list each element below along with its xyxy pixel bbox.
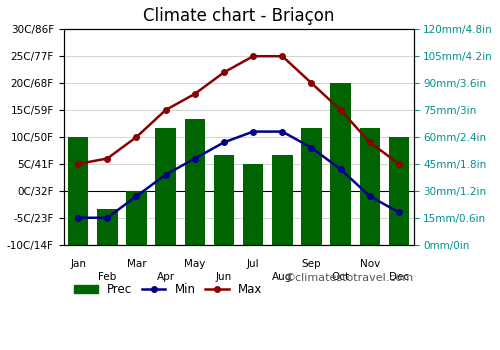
Legend: Prec, Min, Max: Prec, Min, Max — [70, 279, 268, 301]
Bar — [97, 209, 117, 245]
Text: Mar: Mar — [126, 259, 146, 268]
Text: ©climatestotravel.com: ©climatestotravel.com — [284, 273, 414, 283]
Text: Dec: Dec — [389, 272, 409, 282]
Text: Apr: Apr — [156, 272, 174, 282]
Bar — [156, 128, 176, 245]
Title: Climate chart - Briaçon: Climate chart - Briaçon — [143, 7, 334, 25]
Bar — [184, 119, 205, 245]
Bar — [389, 137, 409, 245]
Text: Feb: Feb — [98, 272, 116, 282]
Bar — [302, 128, 322, 245]
Bar — [360, 128, 380, 245]
Text: Jul: Jul — [247, 259, 260, 268]
Bar — [214, 155, 234, 245]
Bar — [68, 137, 88, 245]
Text: Jun: Jun — [216, 272, 232, 282]
Text: Jan: Jan — [70, 259, 86, 268]
Bar — [272, 155, 292, 245]
Bar — [126, 191, 146, 245]
Text: Oct: Oct — [332, 272, 349, 282]
Bar — [243, 164, 264, 245]
Bar — [330, 83, 351, 245]
Text: May: May — [184, 259, 206, 268]
Text: Aug: Aug — [272, 272, 292, 282]
Text: Nov: Nov — [360, 259, 380, 268]
Text: Sep: Sep — [302, 259, 322, 268]
